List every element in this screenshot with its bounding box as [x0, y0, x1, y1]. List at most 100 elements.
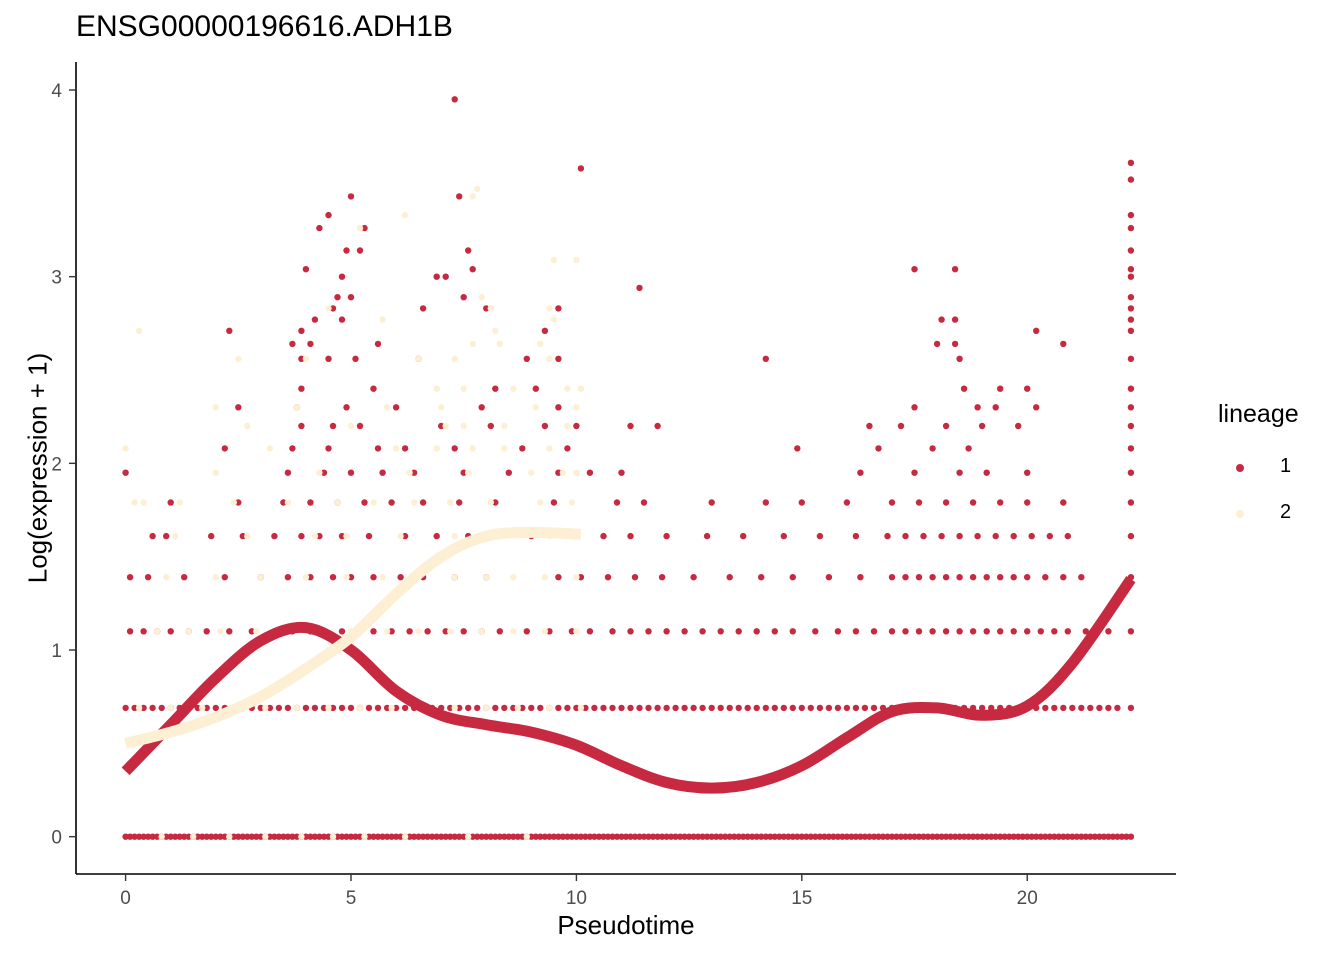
data-point-lineage-1	[1127, 355, 1135, 362]
data-point-lineage-1	[933, 340, 941, 348]
data-point-lineage-2	[433, 385, 440, 392]
data-point-lineage-1	[320, 833, 328, 840]
data-point-lineage-2	[311, 532, 319, 540]
data-point-lineage-2	[415, 628, 422, 635]
data-point-lineage-1	[708, 833, 715, 840]
data-point-lineage-1	[969, 499, 977, 506]
data-point-lineage-1	[230, 833, 237, 840]
data-point-lineage-2	[135, 327, 143, 334]
data-point-lineage-2	[293, 404, 301, 411]
data-point-lineage-2	[401, 211, 409, 219]
data-point-lineage-1	[911, 266, 918, 273]
data-point-lineage-1	[992, 532, 999, 540]
data-point-lineage-1	[483, 305, 490, 312]
data-point-lineage-1	[685, 833, 693, 840]
data-point-lineage-1	[663, 833, 670, 840]
data-point-lineage-1	[568, 628, 576, 635]
data-point-lineage-1	[126, 833, 134, 840]
data-point-lineage-1	[298, 355, 305, 362]
data-point-lineage-1	[356, 833, 364, 840]
data-point-lineage-2	[478, 294, 485, 301]
data-point-lineage-1	[951, 833, 959, 840]
data-point-lineage-1	[974, 532, 981, 540]
data-point-lineage-1	[338, 316, 346, 323]
data-point-lineage-1	[735, 833, 742, 840]
data-point-lineage-1	[419, 833, 427, 840]
data-point-lineage-2	[510, 628, 517, 635]
data-point-lineage-2	[379, 574, 386, 581]
data-point-lineage-1	[884, 532, 891, 540]
data-point-lineage-2	[185, 628, 192, 635]
data-point-lineage-1	[609, 704, 616, 712]
data-point-lineage-1	[370, 833, 377, 840]
data-point-lineage-1	[1087, 833, 1094, 840]
data-point-lineage-1	[983, 574, 990, 581]
data-point-lineage-2	[501, 422, 508, 430]
data-point-lineage-1	[181, 574, 188, 581]
data-point-lineage-1	[424, 833, 431, 840]
data-point-lineage-1	[645, 704, 652, 712]
data-point-lineage-1	[280, 499, 287, 506]
data-point-lineage-2	[135, 704, 143, 712]
data-point-lineage-1	[857, 574, 864, 581]
data-point-lineage-2	[537, 340, 544, 348]
data-point-lineage-1	[158, 704, 165, 712]
data-point-lineage-1	[1100, 833, 1108, 840]
data-point-lineage-1	[325, 211, 332, 219]
data-point-lineage-1	[1046, 532, 1054, 540]
data-point-lineage-1	[969, 574, 977, 581]
data-point-lineage-1	[902, 574, 909, 581]
data-point-lineage-1	[942, 574, 950, 581]
data-point-lineage-1	[762, 499, 769, 506]
data-point-lineage-1	[433, 532, 440, 540]
data-point-lineage-2	[158, 833, 165, 840]
data-point-lineage-1	[866, 833, 873, 840]
data-point-lineage-1	[825, 704, 833, 712]
data-point-lineage-1	[172, 833, 179, 840]
data-point-lineage-1	[181, 833, 188, 840]
data-point-lineage-1	[663, 532, 670, 540]
data-point-lineage-1	[122, 833, 129, 840]
data-point-lineage-1	[1078, 704, 1085, 712]
data-point-lineage-1	[762, 355, 769, 362]
data-point-lineage-1	[438, 422, 445, 430]
data-point-lineage-1	[460, 833, 467, 840]
data-point-lineage-1	[852, 833, 860, 840]
data-point-lineage-2	[212, 469, 219, 476]
data-point-lineage-1	[780, 704, 787, 712]
data-point-lineage-1	[208, 532, 215, 540]
data-point-lineage-1	[131, 833, 138, 840]
data-point-lineage-1	[573, 833, 580, 840]
data-point-lineage-1	[1127, 532, 1135, 540]
data-point-lineage-1	[167, 499, 174, 506]
data-point-lineage-1	[1028, 532, 1035, 540]
data-point-lineage-1	[338, 704, 346, 712]
data-point-lineage-1	[622, 833, 630, 840]
data-point-lineage-1	[370, 385, 377, 392]
data-point-lineage-1	[672, 704, 679, 712]
data-point-lineage-2	[325, 305, 332, 312]
data-point-lineage-1	[893, 833, 900, 840]
data-point-lineage-1	[1127, 211, 1135, 219]
data-point-lineage-1	[942, 422, 950, 430]
data-point-lineage-1	[703, 833, 711, 840]
x-tick-label: 10	[566, 888, 587, 909]
data-point-lineage-2	[564, 385, 571, 392]
data-point-lineage-2	[302, 574, 310, 581]
data-point-lineage-1	[352, 355, 359, 362]
data-point-lineage-1	[334, 294, 341, 301]
data-point-lineage-1	[942, 499, 950, 506]
data-point-lineage-1	[577, 574, 585, 581]
data-point-lineage-1	[816, 833, 824, 840]
data-point-lineage-2	[253, 628, 260, 635]
legend-title: lineage	[1218, 400, 1299, 428]
data-point-lineage-2	[334, 499, 341, 506]
data-point-lineage-1	[424, 628, 431, 635]
data-point-lineage-1	[208, 833, 215, 840]
data-point-lineage-1	[289, 445, 296, 452]
data-point-lineage-1	[600, 532, 607, 540]
data-point-lineage-1	[253, 833, 260, 840]
data-point-lineage-1	[379, 833, 386, 840]
data-point-lineage-1	[969, 628, 977, 635]
